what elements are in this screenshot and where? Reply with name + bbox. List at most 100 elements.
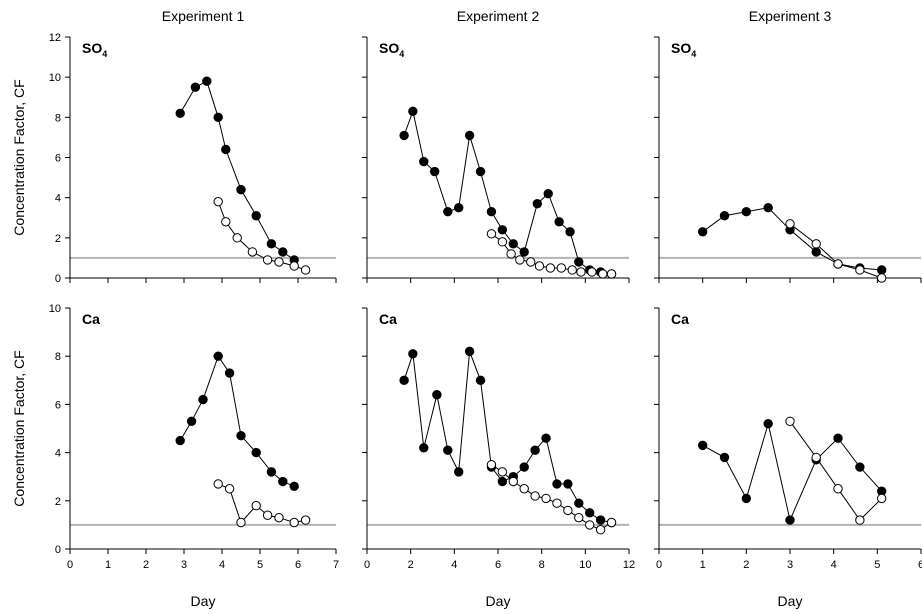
y-tick-label: 6 bbox=[55, 153, 61, 165]
data-point-filled bbox=[419, 156, 429, 167]
panel-label: SO4 bbox=[379, 40, 404, 59]
x-tick-label: 6 bbox=[495, 559, 501, 571]
data-point-filled bbox=[719, 452, 730, 463]
data-point-open bbox=[221, 217, 231, 227]
x-axis-title: Day bbox=[191, 593, 216, 609]
data-point-open bbox=[274, 257, 284, 267]
panel-label-text: SO bbox=[671, 40, 691, 56]
data-point-filled bbox=[532, 198, 542, 209]
x-tick-label: 2 bbox=[143, 559, 149, 571]
data-point-filled bbox=[554, 217, 564, 227]
data-point-filled bbox=[443, 207, 453, 217]
panel-1-1: 0 2 4 6 8 10 12 Day Ca bbox=[362, 307, 635, 609]
x-tick-label: 7 bbox=[333, 559, 339, 571]
panel-label-text: Ca bbox=[82, 311, 100, 327]
data-point-open bbox=[833, 259, 843, 269]
data-point-filled bbox=[565, 227, 575, 237]
data-point-open bbox=[497, 237, 508, 247]
y-tick-label: 8 bbox=[55, 351, 61, 363]
column-title: Experiment 3 bbox=[749, 8, 832, 24]
x-tick-label: 2 bbox=[408, 559, 414, 571]
data-point-open bbox=[552, 498, 562, 508]
data-point-filled bbox=[464, 346, 475, 357]
data-point-open bbox=[506, 249, 516, 259]
data-point-open bbox=[833, 484, 843, 494]
data-point-open bbox=[497, 467, 508, 477]
data-point-open bbox=[236, 517, 246, 528]
data-point-filled bbox=[519, 247, 529, 257]
data-point-filled bbox=[811, 247, 821, 257]
series-line-filled bbox=[403, 351, 612, 523]
series-line-filled bbox=[702, 207, 882, 271]
data-point-open bbox=[251, 500, 261, 511]
data-point-filled bbox=[213, 351, 223, 361]
series-line-open bbox=[789, 223, 882, 279]
data-point-open bbox=[224, 484, 235, 494]
data-point-filled bbox=[763, 203, 773, 213]
data-point-open bbox=[585, 520, 595, 530]
data-point-open bbox=[877, 493, 887, 504]
data-point-open bbox=[274, 512, 284, 523]
x-tick-label: 10 bbox=[579, 559, 591, 571]
x-tick-label: 0 bbox=[67, 559, 73, 571]
column-title: Experiment 2 bbox=[457, 8, 540, 24]
data-point-filled bbox=[224, 368, 235, 378]
x-tick-label: 0 bbox=[364, 559, 370, 571]
data-point-open bbox=[526, 257, 536, 267]
data-point-open bbox=[606, 517, 617, 528]
data-point-filled bbox=[543, 188, 553, 199]
y-tick-label: 2 bbox=[55, 233, 61, 245]
data-point-filled bbox=[408, 106, 418, 117]
x-tick-label: 0 bbox=[656, 559, 662, 571]
y-tick-label: 6 bbox=[55, 399, 61, 411]
data-point-filled bbox=[552, 479, 562, 489]
x-tick-label: 4 bbox=[831, 559, 837, 571]
data-point-open bbox=[289, 517, 299, 528]
data-point-open bbox=[300, 265, 311, 275]
x-tick-label: 1 bbox=[105, 559, 111, 571]
data-point-filled bbox=[497, 225, 508, 235]
data-point-open bbox=[556, 263, 567, 273]
data-point-filled bbox=[833, 433, 843, 443]
x-tick-label: 3 bbox=[787, 559, 793, 571]
data-point-filled bbox=[719, 211, 730, 221]
data-point-filled bbox=[221, 144, 231, 155]
data-point-open bbox=[541, 493, 551, 504]
y-tick-label: 2 bbox=[55, 496, 61, 508]
data-point-filled bbox=[475, 166, 486, 177]
data-point-filled bbox=[419, 443, 429, 453]
data-point-open bbox=[519, 484, 529, 494]
x-tick-label: 5 bbox=[257, 559, 263, 571]
data-point-open bbox=[545, 263, 556, 273]
data-point-filled bbox=[464, 130, 475, 141]
data-point-open bbox=[785, 219, 795, 229]
y-tick-label: 4 bbox=[55, 448, 61, 460]
data-point-filled bbox=[475, 375, 486, 385]
panel-0-2: Experiment 3 SO4 bbox=[654, 8, 922, 283]
y-tick-label: 12 bbox=[49, 32, 61, 44]
data-point-open bbox=[811, 452, 821, 463]
data-point-filled bbox=[190, 82, 201, 92]
data-point-filled bbox=[785, 515, 795, 525]
data-point-filled bbox=[741, 493, 752, 504]
panel-label-text: Ca bbox=[379, 311, 397, 327]
data-point-open bbox=[508, 476, 518, 487]
data-point-filled bbox=[251, 211, 261, 221]
data-point-open bbox=[785, 416, 795, 426]
data-point-filled bbox=[697, 440, 708, 451]
data-point-filled bbox=[429, 166, 440, 177]
data-point-filled bbox=[563, 479, 573, 489]
panel-label-subscript: 4 bbox=[399, 49, 404, 59]
y-tick-label: 10 bbox=[49, 72, 61, 84]
panel-0-0: Experiment 1 0 2 4 6 8 10 12 Concentration Facto… bbox=[11, 8, 337, 285]
y-axis-title: Concentration Factor, CF bbox=[11, 350, 27, 506]
data-point-open bbox=[530, 491, 540, 501]
data-point-filled bbox=[399, 375, 409, 385]
data-point-open bbox=[486, 459, 497, 470]
column-title: Experiment 1 bbox=[162, 8, 245, 24]
panel-label: SO4 bbox=[671, 40, 696, 59]
data-point-filled bbox=[508, 239, 518, 249]
y-tick-label: 0 bbox=[55, 544, 61, 556]
data-point-open bbox=[855, 265, 865, 275]
series-line-filled bbox=[179, 355, 295, 487]
